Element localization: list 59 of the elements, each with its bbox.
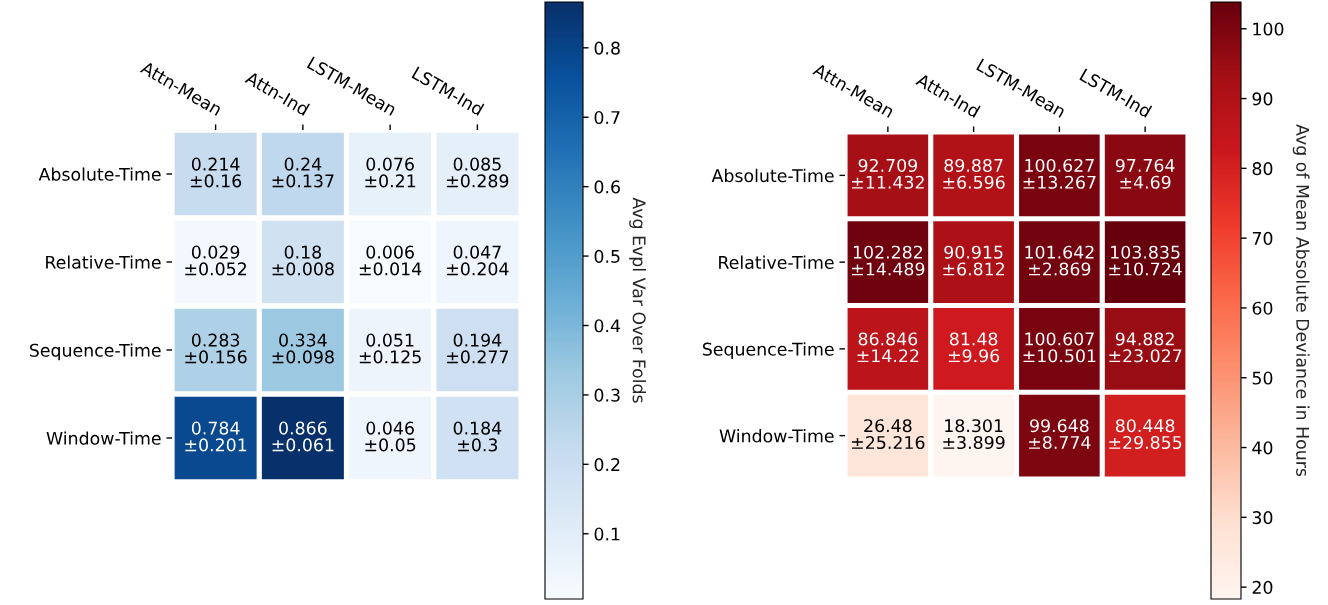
color-bar-label: 20 [1252, 580, 1273, 594]
color-bar-label: 80 [1252, 162, 1273, 176]
data-label: 94.882 ±23.027 [1109, 332, 1182, 363]
y-tick-label: Sequence-Time [702, 342, 834, 360]
color-bar-label: 0.7 [594, 110, 620, 125]
color-bar-title: Avg of Mean Absolute Deviance in Hours [1292, 124, 1310, 477]
color-bar-label: 70 [1252, 231, 1273, 245]
data-label: 100.627 ±13.267 [1023, 158, 1096, 189]
data-label: 103.835 ±10.724 [1109, 245, 1182, 276]
data-label: 0.283 ±0.156 [185, 333, 247, 364]
data-label: 0.006 ±0.014 [359, 245, 422, 276]
data-label: 18.301 ±3.899 [943, 419, 1005, 450]
data-label: 0.866 ±0.061 [272, 421, 334, 452]
y-tick-label: Relative-Time [46, 255, 161, 269]
color-bar-label: 0.4 [594, 319, 621, 333]
y-tick-label: Relative-Time [719, 255, 834, 269]
data-label: 0.047 ±0.204 [447, 245, 509, 276]
data-label: 0.046 ±0.05 [365, 421, 416, 452]
data-label: 81.48 ±9.96 [948, 332, 1000, 363]
data-label: 80.448 ±29.855 [1109, 419, 1182, 450]
color-bar-label: 0.1 [594, 527, 620, 541]
color-bar-label: 60 [1252, 301, 1273, 315]
data-label: 26.48 ±25.216 [852, 419, 925, 450]
data-label: 92.709 ±11.432 [852, 158, 924, 189]
data-label: 89.887 ±6.596 [943, 158, 1005, 189]
data-label: 0.051 ±0.125 [359, 333, 421, 364]
data-label: 0.18 ±0.008 [272, 245, 334, 276]
y-tick-label: Window-Time [719, 429, 834, 443]
color-bar-label: 0.8 [594, 41, 620, 55]
data-label: 86.846 ±14.22 [857, 332, 919, 363]
data-label: 90.915 ±6.812 [943, 245, 1005, 276]
data-label: 101.642 ±2.869 [1025, 245, 1094, 276]
y-tick-label: Sequence-Time [29, 343, 161, 361]
color-bar-label: 0.5 [594, 249, 620, 263]
color-bar-label: 50 [1252, 371, 1273, 385]
color-bar-label: 0.6 [594, 180, 620, 194]
data-label: 0.184 ±0.3 [453, 421, 502, 452]
color-bar-label: 100 [1253, 22, 1284, 36]
data-label: 0.076 ±0.21 [365, 157, 416, 188]
data-label: 0.334 ±0.098 [272, 333, 334, 364]
data-label: 0.784 ±0.201 [185, 421, 247, 452]
color-bar-label: 40 [1252, 441, 1273, 455]
data-label: 0.214 ±0.16 [190, 157, 242, 188]
data-label: 0.085 ±0.289 [447, 157, 509, 188]
color-bar-label: 30 [1252, 511, 1273, 525]
data-label: 100.607 ±10.501 [1023, 332, 1096, 363]
y-tick-label: Absolute-Time [711, 168, 834, 183]
data-label: 0.24 ±0.137 [272, 157, 334, 188]
color-bar-label: 90 [1252, 92, 1273, 106]
y-tick-label: Absolute-Time [38, 167, 161, 181]
data-label: 0.029 ±0.052 [185, 245, 247, 276]
data-label: 99.648 ±8.774 [1029, 419, 1091, 450]
color-bar-label: 0.3 [594, 388, 620, 402]
data-label: 102.282 ±14.489 [852, 245, 925, 276]
color-bar-title: Avg Evpl Var Over Folds [629, 197, 647, 403]
color-bar-label: 0.2 [594, 458, 620, 472]
data-label: 97.764 ±4.69 [1115, 158, 1175, 189]
data-label: 0.194 ±0.277 [447, 333, 509, 364]
y-tick-label: Window-Time [46, 431, 161, 445]
